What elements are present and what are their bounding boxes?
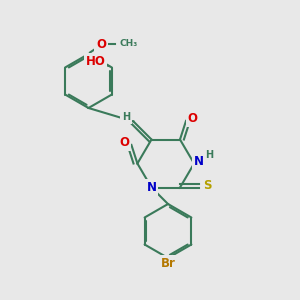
Text: N: N — [194, 154, 204, 168]
Text: Br: Br — [160, 257, 175, 270]
Text: CH₃: CH₃ — [120, 39, 138, 48]
Text: H: H — [205, 149, 213, 160]
Text: S: S — [203, 179, 211, 192]
Text: N: N — [146, 181, 157, 194]
Text: H: H — [122, 112, 130, 122]
Text: O: O — [96, 38, 106, 52]
Text: HO: HO — [85, 55, 105, 68]
Text: O: O — [188, 112, 198, 125]
Text: O: O — [120, 136, 130, 149]
